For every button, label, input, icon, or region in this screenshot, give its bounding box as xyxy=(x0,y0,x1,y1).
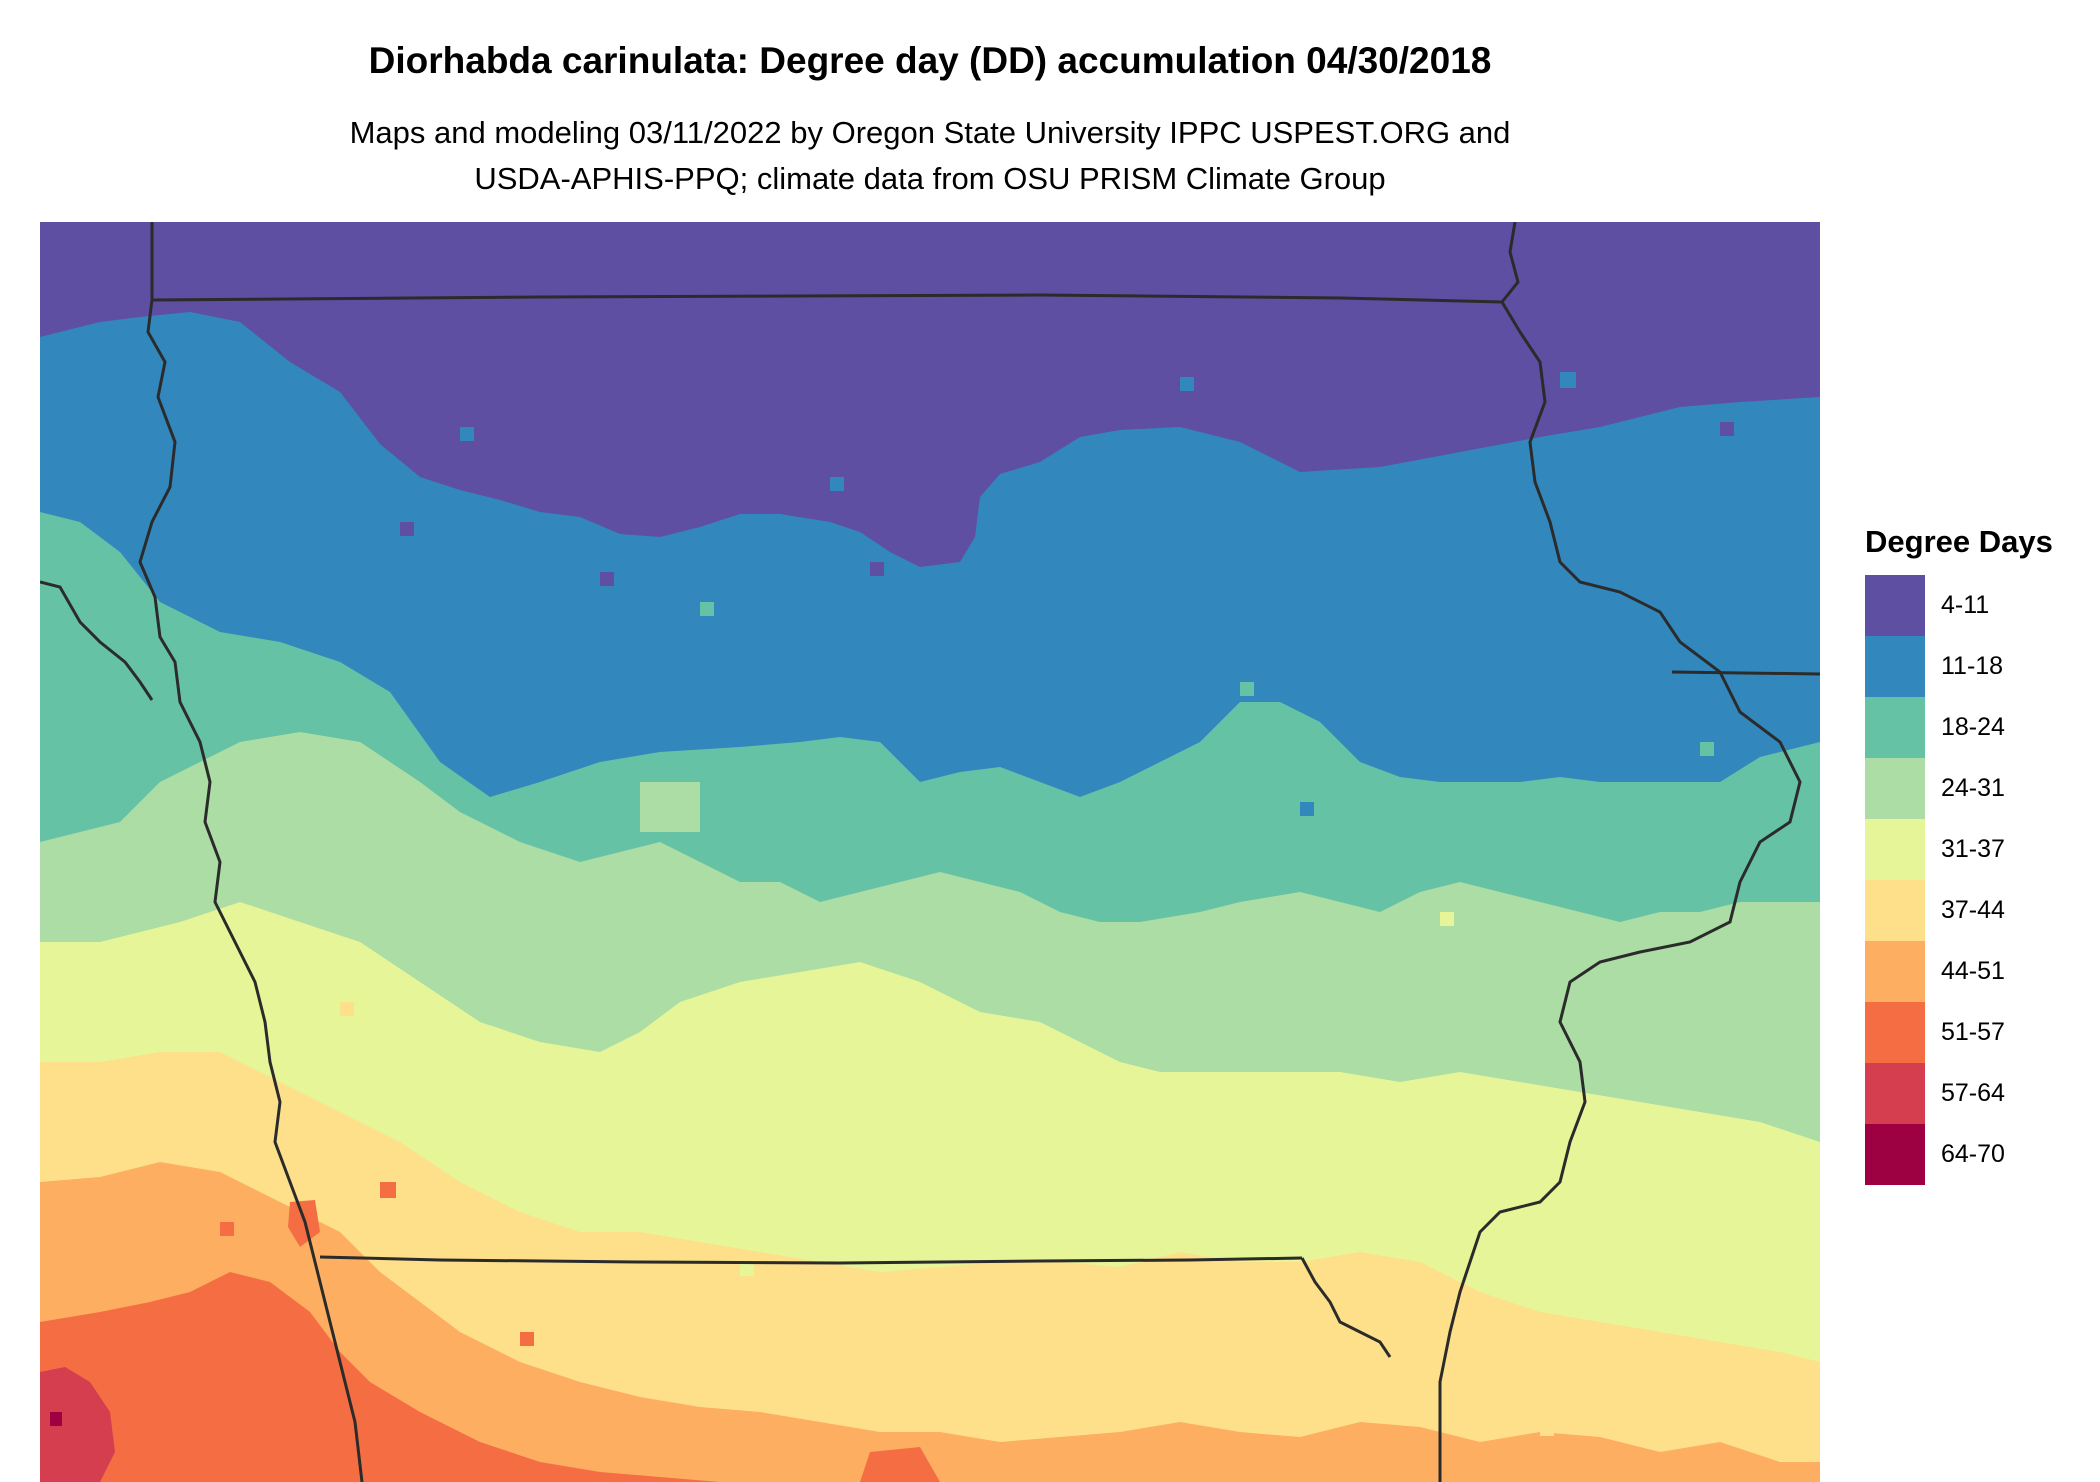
legend-item: 11-18 xyxy=(1865,636,2005,697)
legend-label: 24-31 xyxy=(1941,774,2005,802)
boundary-south-east xyxy=(1300,1257,1392,1358)
legend-item: 44-51 xyxy=(1865,941,2005,1002)
legend-swatch xyxy=(1865,880,1925,941)
subtitle-line-2: USDA-APHIS-PPQ; climate data from OSU PR… xyxy=(474,161,1386,196)
boundary-south xyxy=(319,1255,1303,1265)
legend-item: 24-31 xyxy=(1865,758,2005,819)
legend-swatch xyxy=(1865,697,1925,758)
legend-swatch xyxy=(1865,941,1925,1002)
legend-label: 64-70 xyxy=(1941,1140,2005,1168)
legend-label: 11-18 xyxy=(1941,652,2004,680)
zone-speckles xyxy=(160,372,1734,1436)
boundary-west-river xyxy=(138,299,364,1482)
legend-swatch xyxy=(1865,1063,1925,1124)
legend-item: 31-37 xyxy=(1865,819,2005,880)
legend-item: 64-70 xyxy=(1865,1124,2005,1185)
legend-label: 37-44 xyxy=(1941,896,2005,924)
boundary-west-outer xyxy=(40,580,154,701)
map-subtitle: Maps and modeling 03/11/2022 by Oregon S… xyxy=(0,110,1860,202)
legend-item: 18-24 xyxy=(1865,697,2005,758)
zone-44-51 xyxy=(40,1162,1820,1482)
zone-4-11 xyxy=(40,222,1820,567)
map-title: Diorhabda carinulata: Degree day (DD) ac… xyxy=(368,40,1492,81)
legend-swatch xyxy=(1865,819,1925,880)
subtitle-line-1: Maps and modeling 03/11/2022 by Oregon S… xyxy=(349,115,1511,150)
legend-item: 37-44 xyxy=(1865,880,2005,941)
zone-64-70 xyxy=(50,1412,62,1426)
boundary-east-river xyxy=(1438,301,1802,1482)
zone-57-64 xyxy=(40,1367,115,1482)
legend-item: 57-64 xyxy=(1865,1063,2005,1124)
boundary-ne-vertical xyxy=(1500,222,1520,303)
legend-label: 44-51 xyxy=(1941,957,2005,985)
legend-label: 57-64 xyxy=(1941,1079,2005,1107)
legend: 4-11 11-18 18-24 24-31 31-37 37-44 44-51 51-57 5… xyxy=(1865,575,2005,1185)
legend-label: 18-24 xyxy=(1941,713,2005,741)
legend-label: 51-57 xyxy=(1941,1018,2005,1046)
legend-title: Degree Days xyxy=(1865,524,2053,559)
degree-day-map xyxy=(40,222,1820,1482)
legend-item: 51-57 xyxy=(1865,1002,2005,1063)
legend-swatch xyxy=(1865,758,1925,819)
legend-swatch xyxy=(1865,575,1925,636)
boundary-north xyxy=(151,293,1503,304)
legend-label: 31-37 xyxy=(1941,835,2005,863)
legend-swatch xyxy=(1865,1002,1925,1063)
state-boundaries xyxy=(40,222,1820,1482)
zone-51-57-patch-b xyxy=(860,1447,940,1482)
legend-swatch xyxy=(1865,636,1925,697)
boundary-east-wisconsin xyxy=(1671,670,1820,676)
legend-swatch xyxy=(1865,1124,1925,1185)
legend-label: 4-11 xyxy=(1941,591,1990,619)
legend-item: 4-11 xyxy=(1865,575,2005,636)
zone-51-57 xyxy=(40,1272,720,1482)
